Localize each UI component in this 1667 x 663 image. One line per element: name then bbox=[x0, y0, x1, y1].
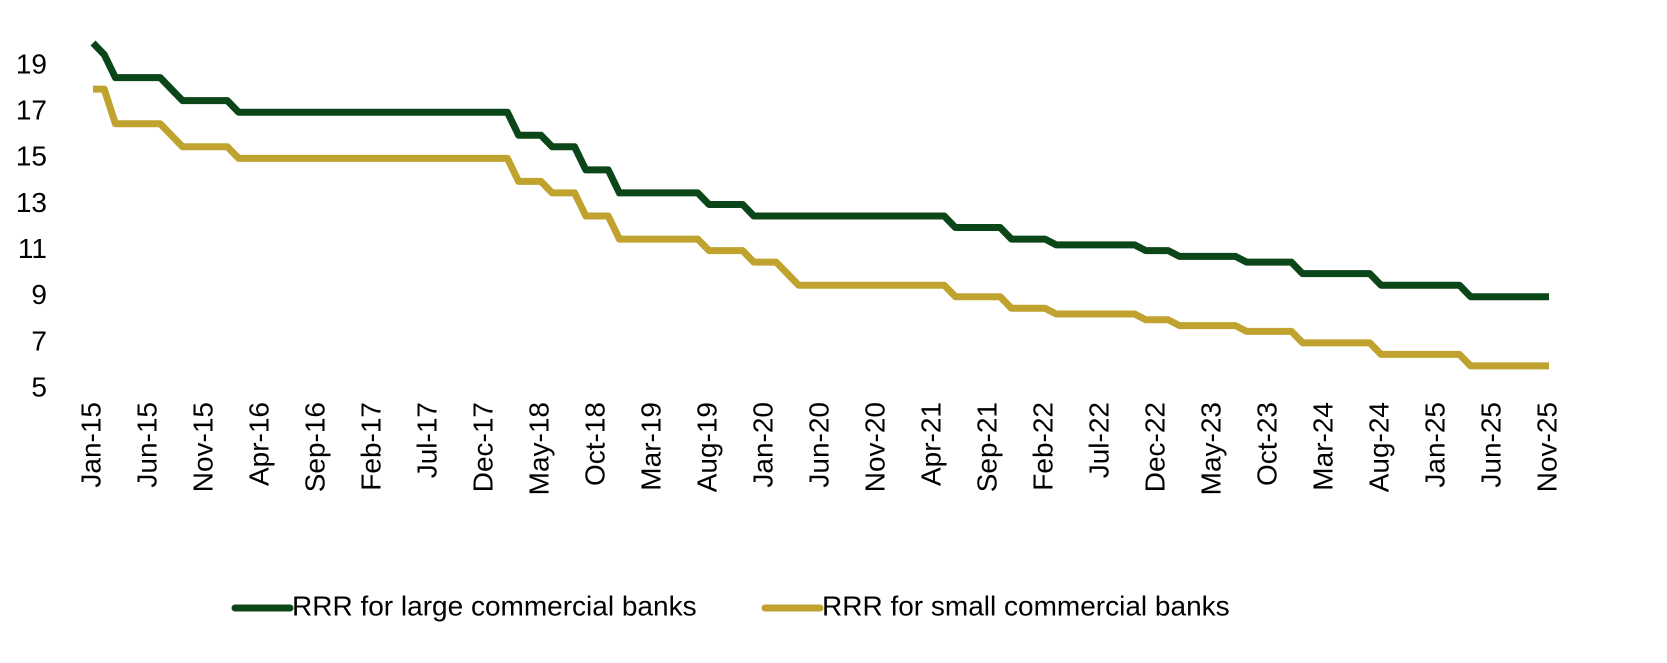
legend-label: RRR for small commercial banks bbox=[822, 590, 1230, 621]
x-tick-label: Apr-16 bbox=[243, 402, 274, 486]
x-tick-label: Sep-21 bbox=[971, 402, 1002, 492]
legend-label: RRR for large commercial banks bbox=[292, 590, 697, 621]
y-tick-label: 9 bbox=[31, 279, 47, 310]
x-tick-label: Mar-19 bbox=[635, 402, 666, 491]
x-tick-label: Feb-22 bbox=[1027, 402, 1058, 491]
y-tick-label: 19 bbox=[16, 48, 47, 79]
y-tick-label: 13 bbox=[16, 187, 47, 218]
x-tick-label: May-18 bbox=[523, 402, 554, 495]
x-tick-label: Mar-24 bbox=[1307, 402, 1338, 491]
x-tick-label: May-23 bbox=[1195, 402, 1226, 495]
y-tick-label: 11 bbox=[18, 233, 47, 264]
x-tick-label: Jan-25 bbox=[1419, 402, 1450, 488]
y-tick-label: 15 bbox=[16, 141, 47, 172]
x-tick-label: Jun-20 bbox=[803, 402, 834, 488]
x-tick-label: Dec-17 bbox=[467, 402, 498, 492]
x-tick-label: Oct-23 bbox=[1251, 402, 1282, 486]
y-tick-label: 5 bbox=[31, 371, 47, 402]
x-tick-label: Oct-18 bbox=[579, 402, 610, 486]
x-tick-label: Aug-24 bbox=[1363, 402, 1394, 492]
x-tick-label: Jun-25 bbox=[1475, 402, 1506, 488]
x-tick-label: Nov-15 bbox=[187, 402, 218, 492]
x-tick-label: Dec-22 bbox=[1139, 402, 1170, 492]
y-tick-label: 7 bbox=[31, 325, 47, 356]
x-tick-label: Apr-21 bbox=[915, 402, 946, 486]
x-tick-label: Nov-20 bbox=[859, 402, 890, 492]
x-tick-label: Sep-16 bbox=[299, 402, 330, 492]
line-series bbox=[93, 85, 1549, 370]
x-tick-label: Jan-20 bbox=[747, 402, 778, 488]
y-tick-label: 17 bbox=[16, 95, 47, 126]
x-tick-label: Nov-25 bbox=[1531, 402, 1562, 492]
x-tick-label: Jul-17 bbox=[411, 402, 442, 478]
x-tick-label: Jan-15 bbox=[75, 402, 106, 488]
x-tick-label: Aug-19 bbox=[691, 402, 722, 492]
x-tick-label: Jul-22 bbox=[1083, 402, 1114, 478]
x-tick-label: Feb-17 bbox=[355, 402, 386, 491]
line-series bbox=[90, 40, 1549, 301]
x-tick-label: Jun-15 bbox=[131, 402, 162, 488]
